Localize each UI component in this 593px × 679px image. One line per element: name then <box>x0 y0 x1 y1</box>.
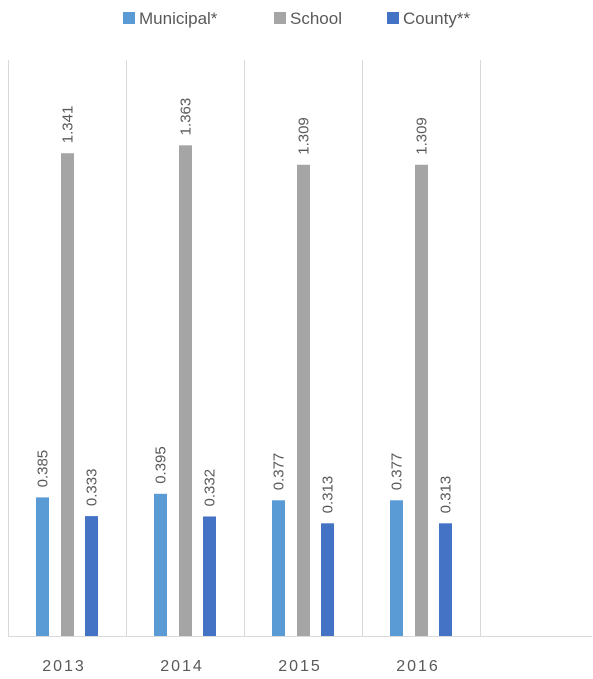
bar-2015-series-1 <box>272 500 285 636</box>
bars <box>36 145 452 637</box>
data-label-2013-series-3: 0.333 <box>84 469 101 507</box>
legend: Municipal* School County** <box>123 9 470 28</box>
x-tick-label: 2013 <box>42 658 86 674</box>
data-label-2015-series-3: 0.313 <box>320 476 337 514</box>
bar-2015-series-2 <box>297 164 310 636</box>
bar-2016-series-3 <box>439 523 452 636</box>
bar-2013-series-1 <box>36 497 49 636</box>
data-label-2014-series-1: 0.395 <box>153 446 170 484</box>
value-labels: 0.385 1.341 0.333 0.395 1.363 0.332 0.377 1.309… <box>35 98 455 514</box>
legend-swatch-3 <box>387 12 399 24</box>
data-label-2014-series-3: 0.332 <box>202 469 219 507</box>
data-label-2015-series-1: 0.377 <box>271 453 288 491</box>
bar-2014-series-2 <box>179 145 192 636</box>
data-label-2016-series-2: 1.309 <box>414 117 431 155</box>
x-tick-label: 2014 <box>160 658 204 674</box>
bar-2014-series-1 <box>154 493 167 636</box>
bar-2016-series-1 <box>390 500 403 636</box>
bar-2016-series-2 <box>415 164 428 636</box>
bar-2013-series-2 <box>61 153 74 637</box>
legend-swatch-1 <box>123 12 135 24</box>
legend-label-2: School <box>290 9 342 28</box>
bar-2015-series-3 <box>321 523 334 636</box>
data-label-2013-series-2: 1.341 <box>60 106 77 144</box>
data-label-2016-series-3: 0.313 <box>438 476 455 514</box>
bar-2014-series-3 <box>203 516 216 636</box>
data-label-2014-series-2: 1.363 <box>178 98 195 136</box>
data-label-2013-series-1: 0.385 <box>35 450 52 488</box>
legend-label-1: Municipal* <box>139 9 218 28</box>
legend-swatch-2 <box>274 12 286 24</box>
data-label-2015-series-2: 1.309 <box>296 117 313 155</box>
legend-label-3: County** <box>403 9 470 28</box>
data-label-2016-series-1: 0.377 <box>389 453 406 491</box>
x-tick-label: 2016 <box>396 658 440 674</box>
x-axis: 2013 2014 2015 2016 <box>8 636 592 675</box>
x-tick-label: 2015 <box>278 658 322 674</box>
category-gridlines <box>8 60 481 636</box>
bar-2013-series-3 <box>85 516 98 636</box>
